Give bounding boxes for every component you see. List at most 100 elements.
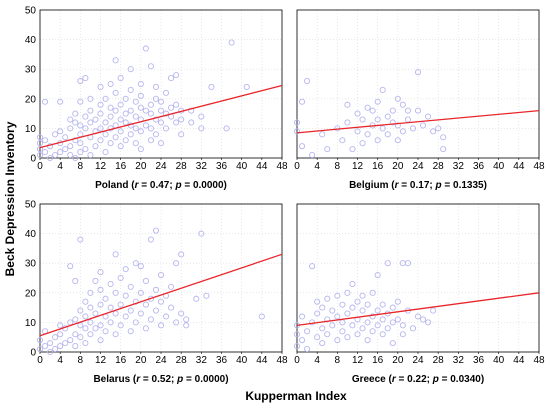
data-point-poland-23: [72, 119, 79, 126]
data-point-poland-89: [147, 137, 154, 144]
data-point-greece-5: [304, 328, 311, 335]
data-point-poland-116: [198, 125, 205, 132]
data-point-poland-81: [137, 128, 144, 135]
x-tick-label-belarus-10: 40: [236, 355, 248, 366]
data-point-belgium-42: [430, 128, 437, 135]
data-point-belarus-62: [137, 310, 144, 317]
data-point-poland-108: [173, 119, 180, 126]
data-point-belgium-22: [374, 116, 381, 123]
data-point-greece-54: [389, 304, 396, 311]
data-point-poland-39: [87, 95, 94, 102]
data-point-belgium-29: [389, 107, 396, 114]
data-point-poland-6: [41, 137, 49, 144]
data-point-poland-94: [152, 131, 160, 138]
x-tick-label-belgium-8: 32: [453, 161, 465, 172]
data-point-belgium-18: [364, 104, 371, 111]
data-point-belarus-4: [47, 348, 54, 356]
data-point-poland-2: [36, 140, 44, 147]
data-point-belgium-33: [399, 101, 406, 108]
data-point-belarus-45: [107, 280, 114, 287]
data-point-belarus-16: [72, 343, 79, 350]
x-tick-label-poland-12: 48: [276, 161, 288, 172]
data-point-greece-56: [394, 316, 401, 323]
data-point-poland-63: [117, 128, 124, 135]
data-point-belgium-36: [404, 107, 411, 114]
data-point-poland-21: [72, 154, 79, 162]
data-point-belarus-18: [72, 316, 79, 323]
data-point-belarus-30: [87, 304, 94, 311]
data-point-belarus-13: [67, 337, 74, 344]
data-point-belarus-37: [97, 301, 104, 308]
data-point-poland-25: [77, 149, 84, 156]
data-point-greece-52: [384, 260, 391, 267]
data-point-belarus-72: [152, 286, 160, 293]
x-tick-label-belarus-5: 20: [135, 355, 147, 366]
data-point-poland-14: [57, 98, 64, 105]
data-point-poland-46: [97, 101, 104, 108]
data-point-belarus-73: [152, 227, 160, 234]
data-point-belarus-83: [178, 310, 185, 317]
data-point-belarus-64: [137, 263, 144, 270]
data-point-belarus-79: [168, 304, 175, 311]
data-point-poland-45: [97, 110, 104, 117]
data-point-poland-56: [107, 80, 114, 88]
data-point-belarus-82: [173, 260, 180, 267]
data-point-poland-35: [87, 151, 94, 159]
data-point-poland-43: [97, 137, 104, 144]
data-point-poland-101: [157, 98, 165, 105]
data-point-poland-5: [41, 98, 49, 105]
data-point-belgium-3: [298, 98, 306, 105]
data-point-poland-109: [173, 101, 180, 108]
data-point-belarus-5: [47, 340, 54, 347]
data-point-belarus-63: [137, 289, 144, 296]
y-tick-label-poland-5: 50: [25, 6, 37, 17]
data-point-belarus-9: [57, 331, 64, 338]
data-point-greece-27: [344, 289, 351, 296]
data-point-greece-57: [394, 298, 401, 305]
data-point-belarus-32: [92, 325, 99, 332]
data-point-greece-3: [298, 337, 306, 344]
data-point-poland-29: [77, 98, 84, 105]
x-tick-label-greece-1: 4: [314, 355, 320, 366]
x-tick-label-belarus-2: 8: [78, 355, 84, 366]
x-tick-label-greece-10: 40: [493, 355, 505, 366]
data-point-greece-34: [354, 298, 361, 305]
data-point-greece-20: [334, 337, 341, 344]
data-point-belgium-6: [319, 131, 326, 138]
data-point-belgium-9: [339, 137, 346, 144]
data-point-belgium-40: [419, 122, 427, 129]
data-point-poland-120: [228, 39, 235, 46]
y-tick-label-belarus-3: 30: [25, 259, 37, 270]
data-point-poland-13: [57, 128, 64, 135]
data-point-belarus-10: [57, 322, 64, 329]
data-point-poland-52: [107, 140, 114, 147]
x-tick-label-poland-0: 0: [37, 161, 43, 172]
x-tick-label-poland-2: 8: [78, 161, 84, 172]
x-tick-label-belarus-9: 36: [216, 355, 228, 366]
data-point-greece-28: [344, 334, 351, 341]
data-point-belarus-58: [127, 283, 134, 290]
data-point-greece-13: [319, 340, 326, 347]
data-point-belarus-81: [173, 319, 180, 326]
data-point-belgium-43: [435, 125, 442, 132]
data-point-poland-88: [142, 45, 149, 52]
data-point-belarus-77: [162, 313, 170, 320]
data-point-poland-34: [82, 75, 89, 82]
data-point-greece-26: [344, 310, 351, 317]
panel-caption-poland: Poland (r = 0.47; p = 0.0000): [95, 180, 227, 191]
data-point-poland-9: [52, 151, 59, 159]
data-point-belarus-1: [36, 337, 44, 344]
data-point-poland-91: [147, 110, 154, 117]
data-point-belarus-44: [107, 304, 114, 311]
data-point-poland-69: [122, 110, 129, 117]
data-point-poland-83: [137, 104, 144, 111]
x-tick-label-belarus-6: 24: [155, 355, 167, 366]
data-point-poland-57: [112, 134, 119, 141]
data-point-belarus-70: [147, 236, 154, 243]
x-tick-label-greece-8: 32: [453, 355, 465, 366]
y-tick-label-poland-4: 40: [25, 35, 37, 46]
data-point-belarus-48: [112, 289, 119, 296]
data-point-poland-26: [77, 140, 84, 147]
data-point-belgium-12: [349, 146, 356, 153]
